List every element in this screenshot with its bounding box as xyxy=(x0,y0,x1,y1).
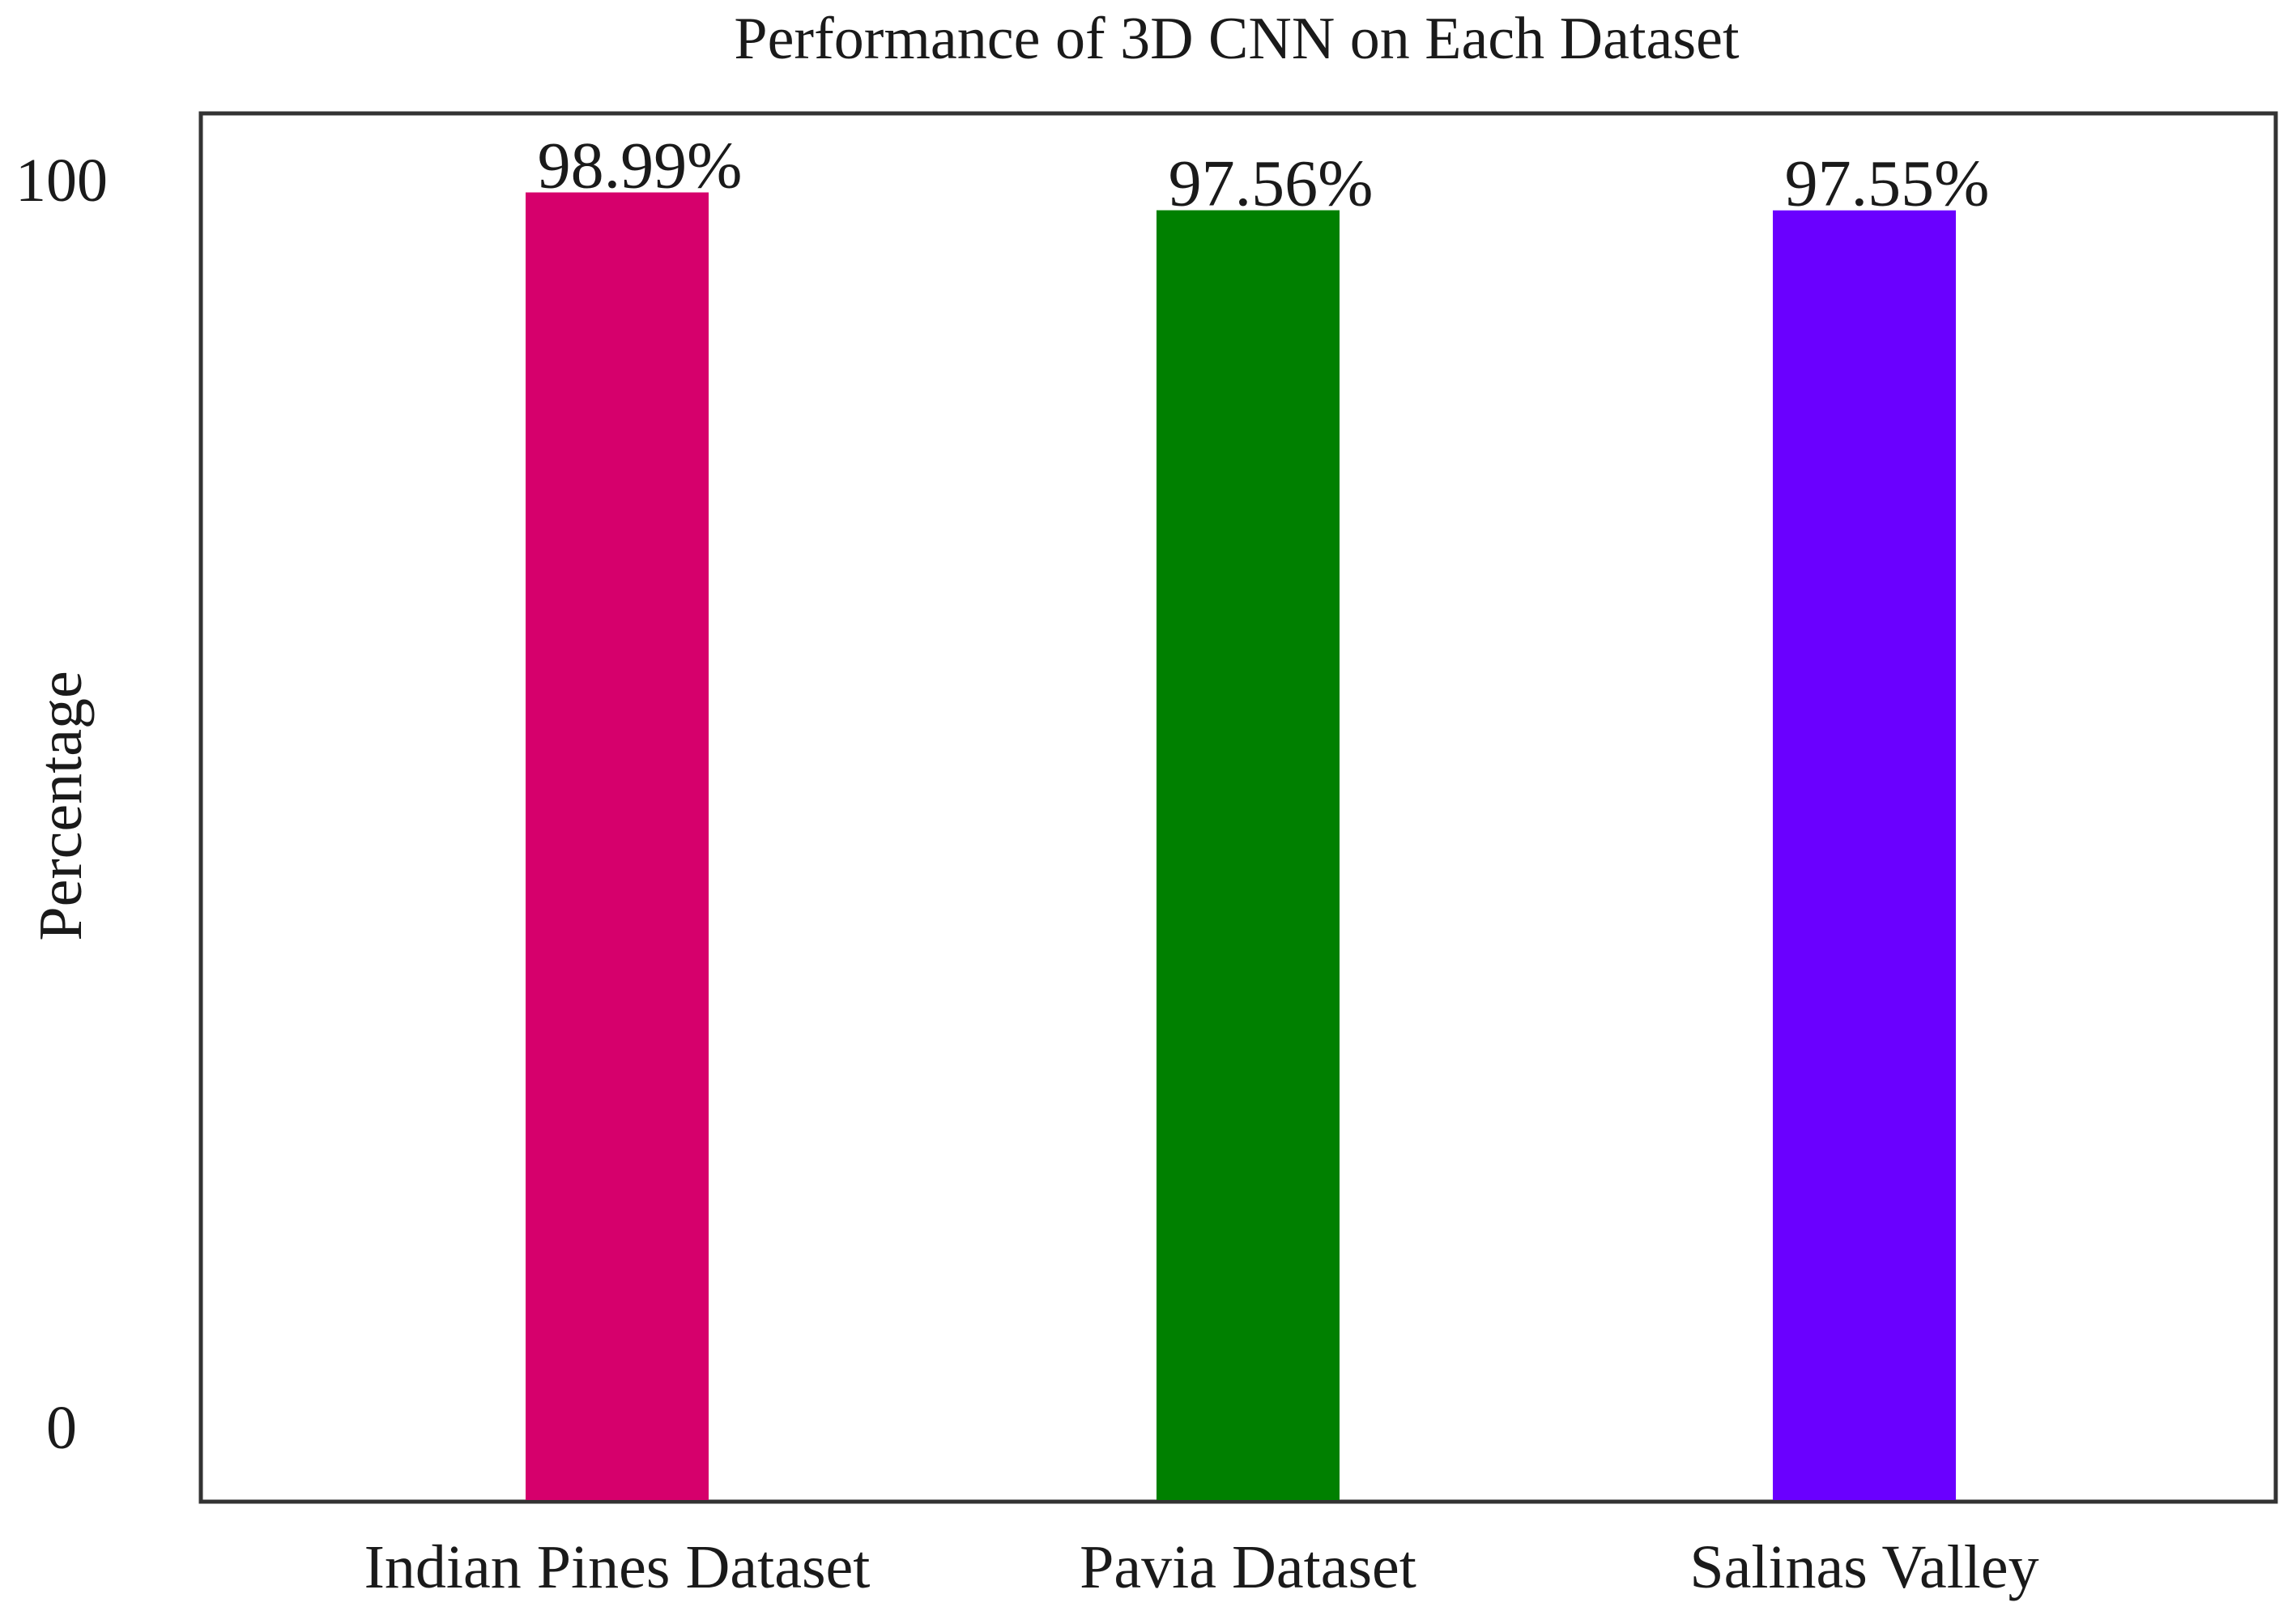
bar-3 xyxy=(1773,210,1956,1501)
bar-2 xyxy=(1157,210,1340,1501)
x-tick-labels-group: Indian Pines Dataset Pavia Dataset Salinas… xyxy=(364,1533,2039,1601)
bars-group xyxy=(526,192,1956,1501)
x-tick-label-1: Indian Pines Dataset xyxy=(364,1533,871,1601)
data-labels-group: 98.99% 97.56% 97.55% xyxy=(538,129,1990,220)
data-label-3: 97.55% xyxy=(1785,147,1990,220)
y-tick-label-100: 100 xyxy=(15,147,108,215)
x-tick-label-3: Salinas Valley xyxy=(1689,1533,2038,1601)
y-tick-label-0: 0 xyxy=(46,1394,77,1462)
data-label-2: 97.56% xyxy=(1169,147,1374,220)
y-axis-label: Percentage xyxy=(27,671,95,940)
chart-title: Performance of 3D CNN on Each Dataset xyxy=(734,6,1740,72)
x-tick-label-2: Pavia Dataset xyxy=(1080,1533,1416,1601)
bar-1 xyxy=(526,192,709,1501)
y-tick-labels-group: 0 100 xyxy=(15,147,108,1462)
data-label-1: 98.99% xyxy=(538,129,743,202)
plot-area-frame xyxy=(198,111,2278,1504)
